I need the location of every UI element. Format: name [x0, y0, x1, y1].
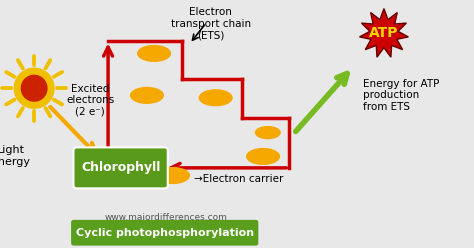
Circle shape	[14, 68, 54, 108]
Text: Light
energy: Light energy	[0, 146, 30, 167]
Text: Electron
transport chain
(ETS): Electron transport chain (ETS)	[171, 7, 251, 40]
Ellipse shape	[137, 45, 171, 62]
Text: www.majordifferences.com: www.majordifferences.com	[104, 213, 228, 221]
Text: →Electron carrier: →Electron carrier	[194, 174, 284, 184]
Text: Chlorophyll: Chlorophyll	[81, 161, 160, 174]
Text: Excited
electrons
(2 e⁻): Excited electrons (2 e⁻)	[66, 84, 114, 117]
FancyBboxPatch shape	[71, 220, 258, 246]
Text: ATP: ATP	[369, 26, 399, 40]
Ellipse shape	[130, 87, 164, 104]
FancyBboxPatch shape	[73, 147, 168, 188]
Text: Energy for ATP
production
from ETS: Energy for ATP production from ETS	[363, 79, 439, 112]
Ellipse shape	[199, 89, 233, 106]
Ellipse shape	[246, 148, 280, 165]
Ellipse shape	[156, 167, 190, 184]
Text: Cyclic photophosphorylation: Cyclic photophosphorylation	[76, 228, 254, 238]
Polygon shape	[360, 9, 408, 57]
Ellipse shape	[255, 126, 281, 139]
Circle shape	[21, 75, 47, 101]
